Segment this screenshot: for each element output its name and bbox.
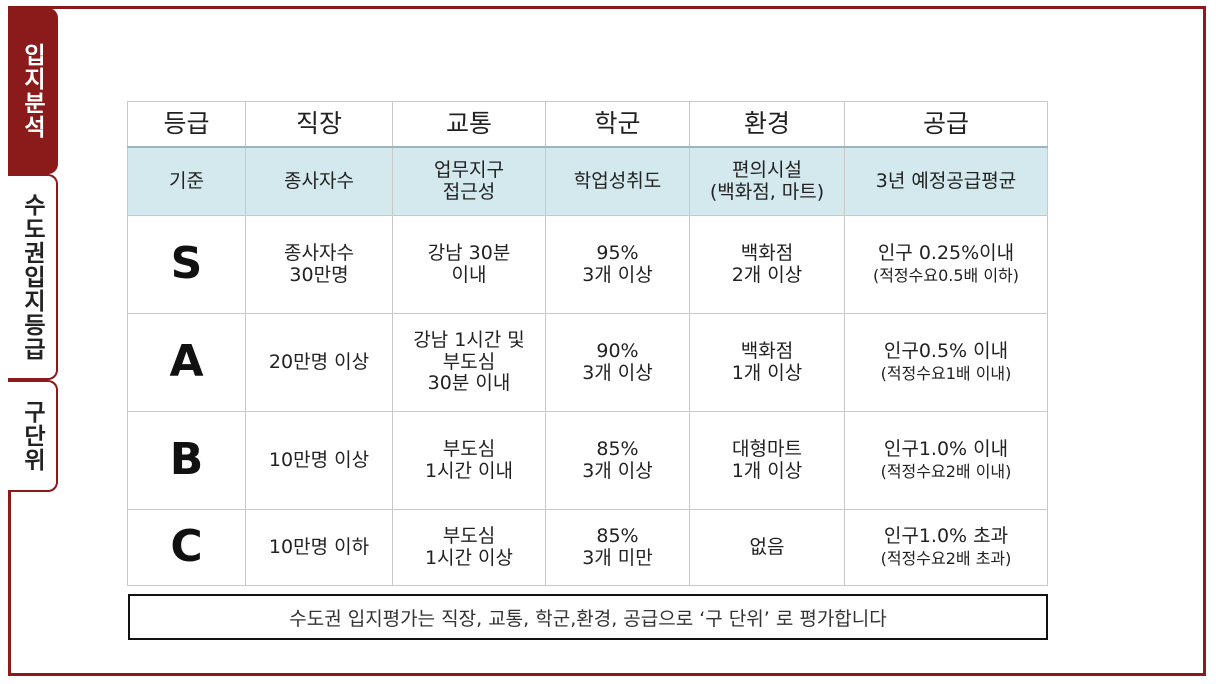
cell-line: 인구0.5% 이내 <box>883 339 1009 362</box>
criteria-cell: 학업성취도 <box>545 146 690 216</box>
cell-line: 3개 이상 <box>582 263 653 286</box>
cell-line: 3개 이상 <box>582 361 653 384</box>
header-cell: 공급 <box>844 101 1048 148</box>
cell-line: 1개 이상 <box>731 361 803 384</box>
cell-line: 부도심 <box>442 350 496 373</box>
header-cell: 직장 <box>245 101 393 148</box>
table-row: S 종사자수 30만명 강남 30분 이내 95% 3개 이상 백화점 2개 이… <box>127 215 1048 314</box>
cell-line: 인구 0.25%이내 <box>877 241 1015 264</box>
traffic-cell: 부도심 1시간 이상 <box>392 509 546 586</box>
criteria-line: 업무지구 <box>434 158 504 181</box>
table-row: B 10만명 이상 부도심 1시간 이내 85% 3개 이상 대형마트 1개 이… <box>127 411 1048 510</box>
cell-line: 85% <box>596 437 639 460</box>
job-cell: 20만명 이상 <box>245 313 393 412</box>
summary-text: 수도권 입지평가는 직장, 교통, 학군,환경, 공급으로 ‘구 단위’ 로 평… <box>289 607 887 630</box>
cell-line: 대형마트 <box>732 437 802 460</box>
cell-line: 30분 이내 <box>427 372 511 395</box>
tab-label: 수도권입지등급 <box>19 193 45 361</box>
criteria-line: 3년 예정공급평균 <box>875 169 1017 192</box>
header-cell: 교통 <box>392 101 546 148</box>
criteria-line: 접근성 <box>442 180 496 203</box>
criteria-label: 기준 <box>127 146 246 216</box>
tab-location-analysis[interactable]: 입지분석 <box>8 8 58 174</box>
cell-line: 2개 이상 <box>731 263 803 286</box>
traffic-cell: 강남 30분 이내 <box>392 215 546 314</box>
env-cell: 백화점 2개 이상 <box>689 215 845 314</box>
tab-metro-grade[interactable]: 수도권입지등급 <box>8 174 58 380</box>
env-cell: 백화점 1개 이상 <box>689 313 845 412</box>
traffic-cell: 부도심 1시간 이내 <box>392 411 546 510</box>
criteria-cell: 종사자수 <box>245 146 393 216</box>
summary-note: 수도권 입지평가는 직장, 교통, 학군,환경, 공급으로 ‘구 단위’ 로 평… <box>128 594 1048 640</box>
school-cell: 90% 3개 이상 <box>545 313 690 412</box>
criteria-line: 종사자수 <box>284 169 354 192</box>
header-cell: 환경 <box>689 101 845 148</box>
table-header-row: 등급 직장 교통 학군 환경 공급 <box>127 101 1048 148</box>
supply-cell: 인구1.0% 이내 (적정수요2배 이내) <box>844 411 1048 510</box>
tab-label: 입지분석 <box>19 43 45 139</box>
supply-cell: 인구 0.25%이내 (적정수요0.5배 이하) <box>844 215 1048 314</box>
table-row: A 20만명 이상 강남 1시간 및 부도심 30분 이내 90% 3개 이상 … <box>127 313 1048 412</box>
cell-line: 90% <box>596 339 639 362</box>
job-cell: 10만명 이하 <box>245 509 393 586</box>
cell-line: (적정수요1배 이내) <box>880 363 1012 383</box>
criteria-line: 학업성취도 <box>573 169 662 192</box>
env-cell: 대형마트 1개 이상 <box>689 411 845 510</box>
cell-line: 10만명 이상 <box>268 448 370 471</box>
cell-line: 인구1.0% 초과 <box>883 524 1009 547</box>
criteria-cell: 3년 예정공급평균 <box>844 146 1048 216</box>
criteria-line: 편의시설 <box>732 158 802 181</box>
cell-line: 없음 <box>749 535 785 558</box>
cell-line: 30만명 <box>289 263 349 286</box>
criteria-row: 기준 종사자수 업무지구 접근성 학업성취도 편의시설 (백화점, 마트) 3년… <box>127 146 1048 216</box>
traffic-cell: 강남 1시간 및 부도심 30분 이내 <box>392 313 546 412</box>
school-cell: 85% 3개 미만 <box>545 509 690 586</box>
table-row: C 10만명 이하 부도심 1시간 이상 85% 3개 미만 없음 인구1.0%… <box>127 509 1048 586</box>
grade-letter: C <box>127 509 246 586</box>
criteria-line: (백화점, 마트) <box>709 180 825 203</box>
grade-letter: A <box>127 313 246 412</box>
header-cell: 등급 <box>127 101 246 148</box>
school-cell: 85% 3개 이상 <box>545 411 690 510</box>
criteria-cell: 업무지구 접근성 <box>392 146 546 216</box>
cell-line: (적정수요0.5배 이하) <box>872 265 1020 285</box>
cell-line: 1시간 이내 <box>424 459 514 482</box>
tab-label: 구단위 <box>19 400 45 472</box>
grade-table: 등급 직장 교통 학군 환경 공급 기준 종사자수 업무지구 접근성 학업성취도… <box>127 101 1048 586</box>
cell-line: 3개 미만 <box>582 546 653 569</box>
header-cell: 학군 <box>545 101 690 148</box>
cell-line: 85% <box>596 524 639 547</box>
cell-line: 10만명 이하 <box>268 535 370 558</box>
cell-line: 인구1.0% 이내 <box>883 437 1009 460</box>
cell-line: 강남 30분 <box>427 241 511 264</box>
supply-cell: 인구1.0% 초과 (적정수요2배 초과) <box>844 509 1048 586</box>
criteria-cell: 편의시설 (백화점, 마트) <box>689 146 845 216</box>
cell-line: 3개 이상 <box>582 459 653 482</box>
cell-line: 백화점 <box>740 339 794 362</box>
grade-letter: B <box>127 411 246 510</box>
job-cell: 종사자수 30만명 <box>245 215 393 314</box>
cell-line: 1시간 이상 <box>424 546 514 569</box>
cell-line: 부도심 <box>442 437 496 460</box>
cell-line: 95% <box>596 241 639 264</box>
supply-cell: 인구0.5% 이내 (적정수요1배 이내) <box>844 313 1048 412</box>
tab-district-unit[interactable]: 구단위 <box>8 380 58 492</box>
school-cell: 95% 3개 이상 <box>545 215 690 314</box>
cell-line: 강남 1시간 및 <box>413 328 525 351</box>
cell-line: (적정수요2배 초과) <box>880 548 1012 568</box>
cell-line: 1개 이상 <box>731 459 803 482</box>
env-cell: 없음 <box>689 509 845 586</box>
cell-line: (적정수요2배 이내) <box>880 461 1012 481</box>
grade-letter: S <box>127 215 246 314</box>
cell-line: 이내 <box>451 263 487 286</box>
cell-line: 백화점 <box>740 241 794 264</box>
job-cell: 10만명 이상 <box>245 411 393 510</box>
cell-line: 부도심 <box>442 524 496 547</box>
cell-line: 종사자수 <box>284 241 354 264</box>
cell-line: 20만명 이상 <box>268 350 370 373</box>
